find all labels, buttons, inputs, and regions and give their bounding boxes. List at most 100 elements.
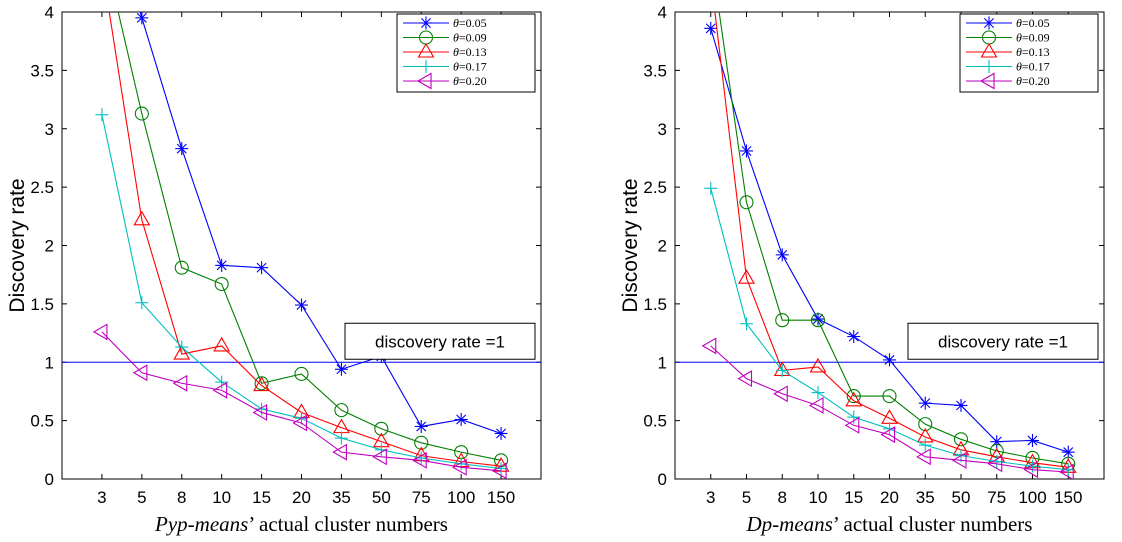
data-point xyxy=(882,389,897,404)
data-point xyxy=(255,402,269,416)
data-point xyxy=(847,410,861,424)
data-point xyxy=(172,374,188,392)
data-point xyxy=(374,421,389,436)
x-tick-label: 35 xyxy=(332,488,351,507)
legend-entry: θ=0.20 xyxy=(403,72,487,90)
data-point xyxy=(454,412,468,426)
series-0.05 xyxy=(135,12,508,440)
x-tick-label: 35 xyxy=(916,488,935,507)
triangle-up-marker xyxy=(809,357,827,373)
legend-value: =0.09 xyxy=(1022,31,1050,45)
circle-marker xyxy=(775,313,790,328)
circle-marker xyxy=(334,403,349,418)
star-marker-stroke xyxy=(777,249,788,260)
data-point xyxy=(808,396,824,414)
reference-annotation: discovery rate =1 xyxy=(907,322,1099,360)
data-point xyxy=(334,362,348,376)
y-tick-label: 2.5 xyxy=(643,178,667,197)
legend-label: θ=0.05 xyxy=(1016,16,1050,30)
legend-theta: θ xyxy=(1016,31,1022,45)
data-point xyxy=(739,195,754,210)
annotation-box xyxy=(344,322,536,360)
triangle-left-marker xyxy=(92,323,108,341)
legend-theta: θ xyxy=(453,74,459,88)
data-point xyxy=(1061,445,1075,459)
x-tick-label: 15 xyxy=(252,488,271,507)
circle-marker xyxy=(810,313,826,328)
y-tick-label: 0.5 xyxy=(643,412,667,431)
legend-entry: θ=0.20 xyxy=(966,72,1050,90)
data-point xyxy=(414,435,429,450)
annotation-box xyxy=(907,322,1099,360)
data-point xyxy=(810,313,826,328)
data-point xyxy=(701,337,717,355)
data-point xyxy=(918,417,933,432)
triangle-up-marker xyxy=(133,210,151,226)
y-tick-label: 3.5 xyxy=(643,61,667,80)
star-marker-stroke xyxy=(984,18,994,28)
star-marker-stroke xyxy=(256,262,267,273)
reference-annotation: discovery rate =1 xyxy=(344,322,536,360)
data-point xyxy=(332,443,347,461)
data-point xyxy=(454,457,468,471)
legend-label: θ=0.13 xyxy=(1016,45,1050,59)
data-point xyxy=(412,451,427,469)
x-tick-label: 5 xyxy=(137,488,146,507)
series-line xyxy=(101,331,502,472)
legend-label: θ=0.17 xyxy=(453,60,487,74)
circle-marker xyxy=(882,389,897,404)
star-marker-stroke xyxy=(496,428,507,439)
series-line xyxy=(718,12,1069,465)
triangle-up-marker xyxy=(417,42,435,58)
triangle-left-marker xyxy=(844,416,860,434)
data-point xyxy=(92,323,108,341)
y-tick-label: 2 xyxy=(45,237,54,256)
legend-box xyxy=(959,13,1099,93)
circle-marker xyxy=(374,421,389,436)
x-axis-label-italic: Dp-means xyxy=(746,512,833,536)
series-line xyxy=(710,345,1069,473)
legend: θ=0.05θ=0.09θ=0.13θ=0.17θ=0.20 xyxy=(959,13,1099,93)
legend-value: =0.20 xyxy=(1022,74,1050,88)
triangle-left-marker xyxy=(332,443,347,461)
triangle-left-marker xyxy=(951,451,967,469)
triangle-up-marker xyxy=(738,269,755,284)
x-tick-label: 150 xyxy=(1054,488,1082,507)
x-tick-label: 50 xyxy=(952,488,971,507)
triangle-left-marker xyxy=(701,337,717,355)
data-point xyxy=(775,248,789,262)
legend-value: =0.20 xyxy=(459,74,487,88)
data-point xyxy=(880,426,896,444)
data-point xyxy=(334,431,348,445)
triangle-left-marker xyxy=(412,451,427,469)
x-tick-label: 8 xyxy=(177,488,186,507)
legend-theta: θ xyxy=(1016,60,1022,74)
data-point xyxy=(883,422,896,436)
series-line xyxy=(714,12,1069,468)
data-point xyxy=(809,357,827,373)
legend-value: =0.09 xyxy=(459,31,487,45)
data-point xyxy=(740,317,753,331)
data-point xyxy=(918,396,932,410)
legend-label: θ=0.20 xyxy=(453,74,487,88)
y-tick-label: 4 xyxy=(658,3,667,22)
triangle-left-marker xyxy=(452,458,467,476)
legend-value: =0.13 xyxy=(459,45,487,59)
plot-area xyxy=(675,12,1104,479)
y-axis-label: Discovery rate xyxy=(619,178,642,312)
data-point xyxy=(846,389,861,404)
triangle-left-marker xyxy=(416,72,432,90)
x-tick-label: 8 xyxy=(778,488,787,507)
legend-value: =0.05 xyxy=(1022,16,1050,30)
data-point xyxy=(215,258,229,272)
x-tick-label: 75 xyxy=(987,488,1006,507)
y-tick-label: 4 xyxy=(45,3,54,22)
x-tick-label: 100 xyxy=(1018,488,1046,507)
chart-panel-2: 00.511.522.533.543 5 8 10 15 20 35 50 75 100 150Di… xyxy=(619,3,1105,536)
triangle-left-marker xyxy=(737,370,753,388)
x-tick-label: 20 xyxy=(292,488,311,507)
annotation-text: discovery rate =1 xyxy=(938,332,1068,351)
data-point xyxy=(135,12,149,25)
data-point xyxy=(811,386,825,400)
y-tick-label: 2 xyxy=(658,237,667,256)
